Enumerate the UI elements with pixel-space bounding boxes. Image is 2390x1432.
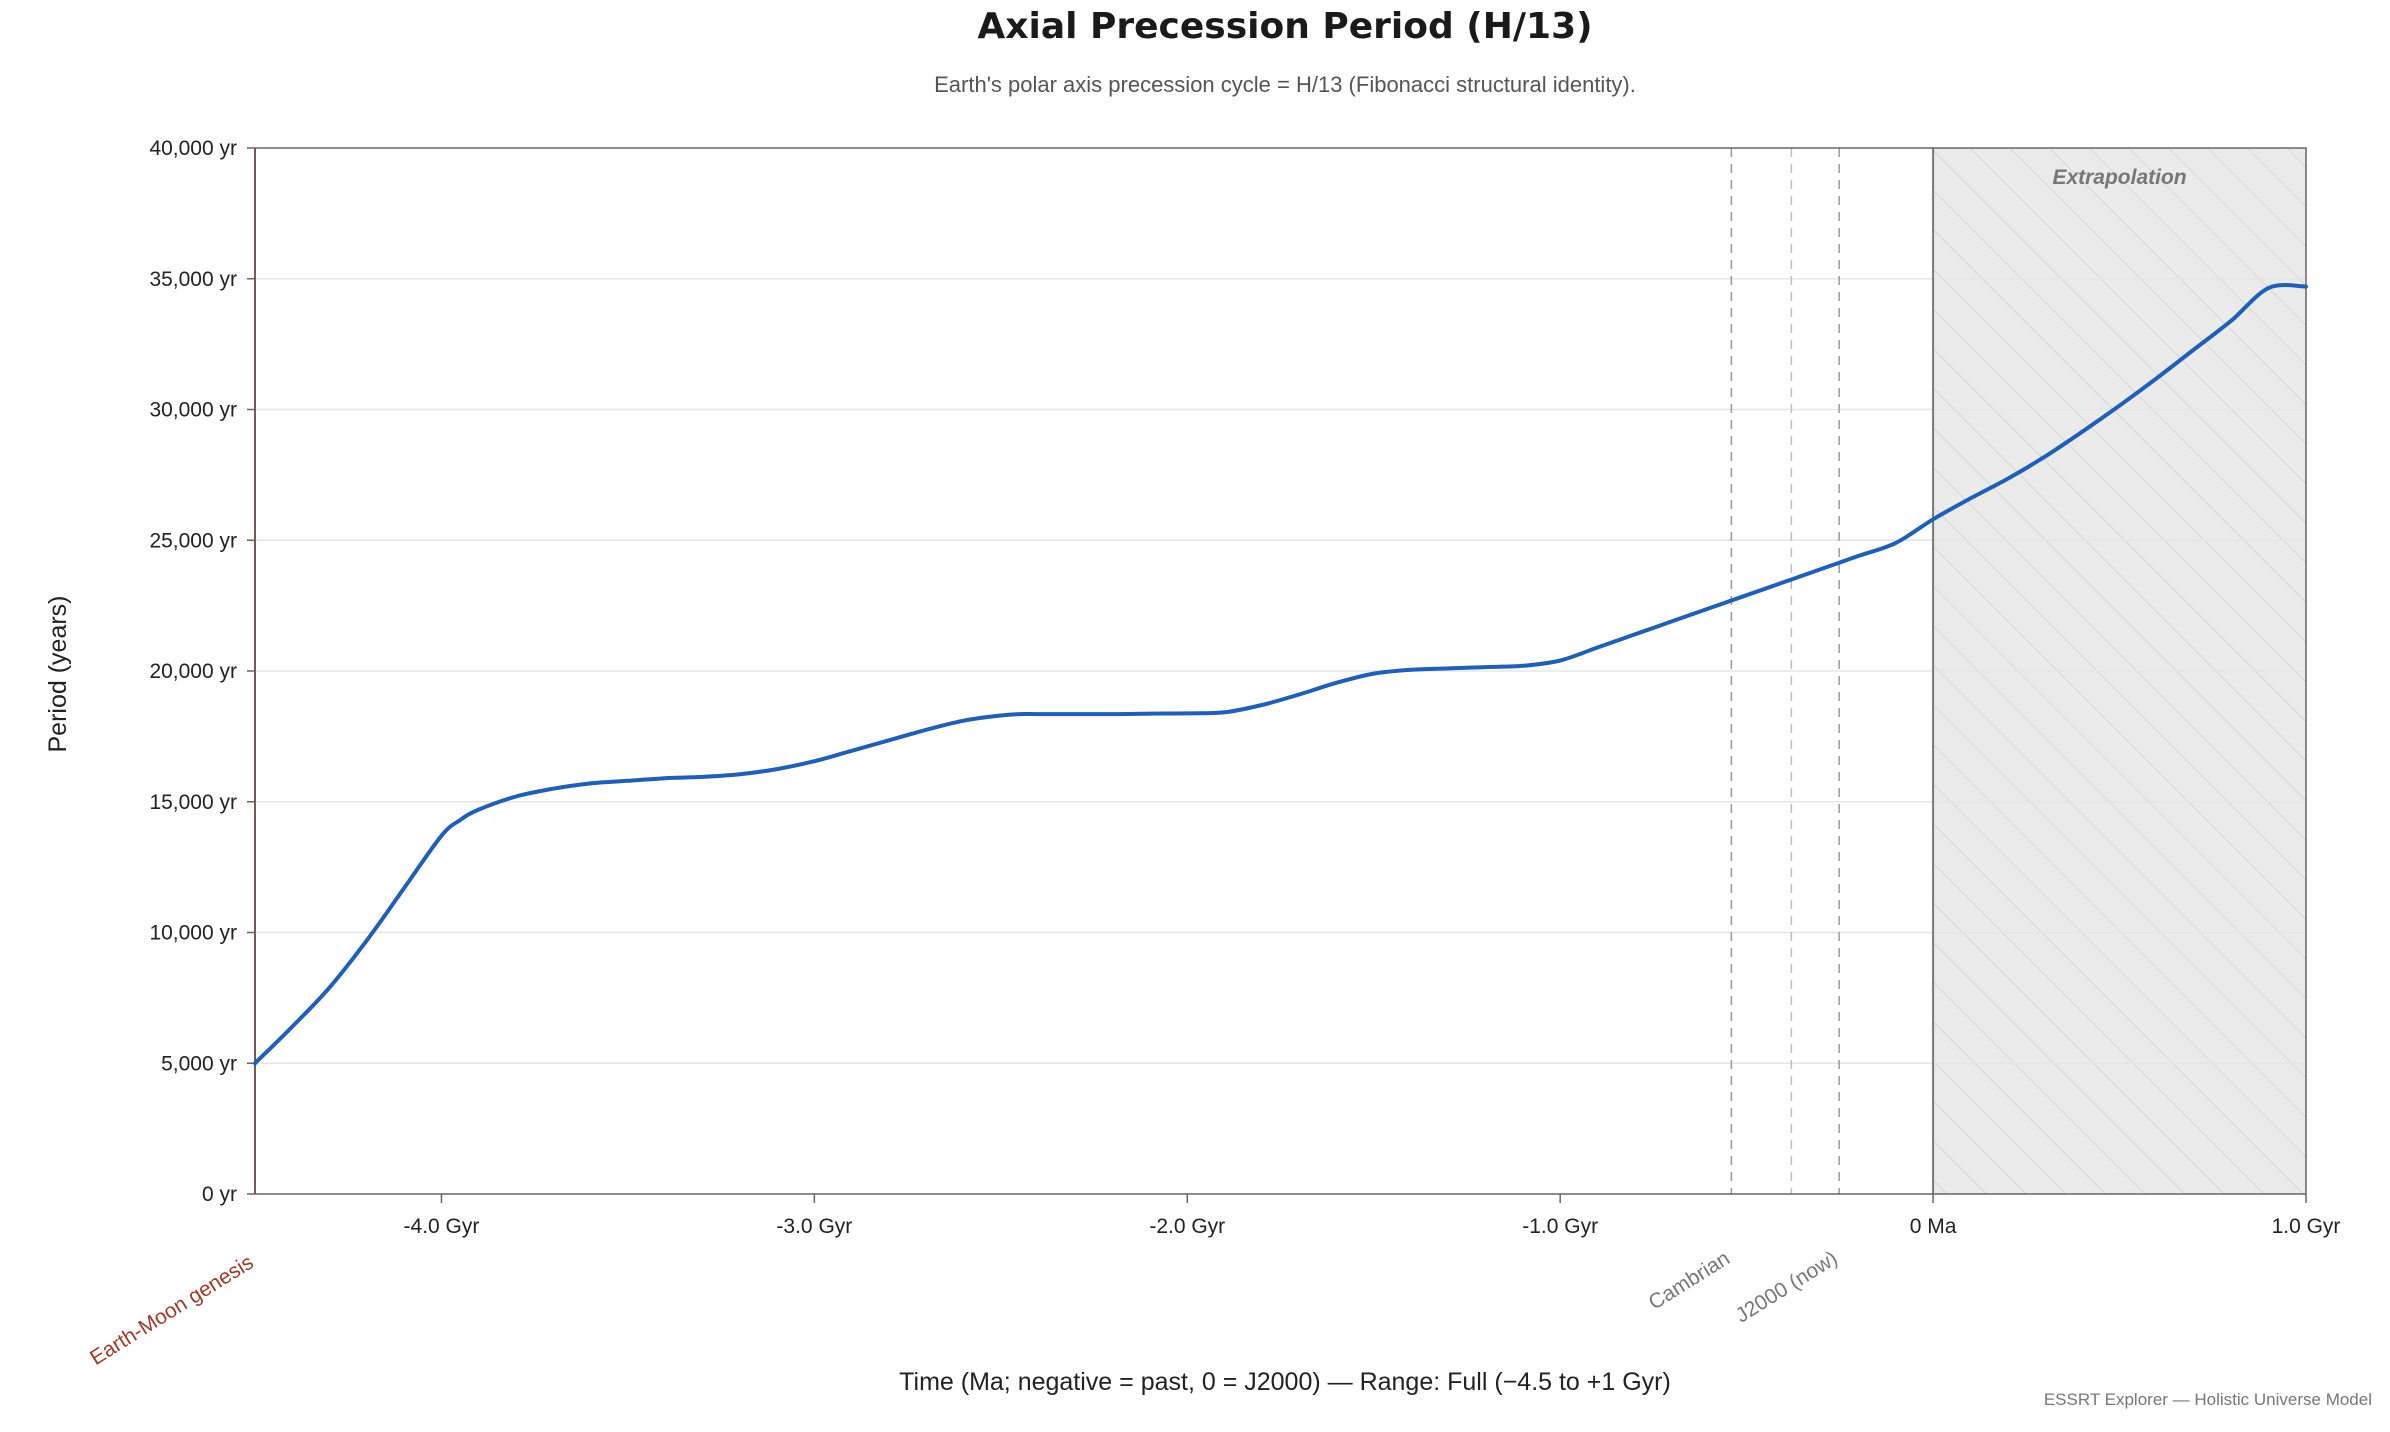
event-label-1: Cambrian <box>1645 1247 1734 1315</box>
extrapolation-label: Extrapolation <box>2052 166 2186 189</box>
y-tick-label-4: 20,000 yr <box>149 660 237 683</box>
chart-title: Axial Precession Period (H/13) <box>977 6 1592 47</box>
x-tick-label-0: -4.0 Gyr <box>404 1215 480 1238</box>
y-tick-label-0: 0 yr <box>202 1183 237 1206</box>
x-tick-label-4: 0 Ma <box>1910 1215 1957 1238</box>
x-tick-label-3: -1.0 Gyr <box>1522 1215 1598 1238</box>
y-tick-label-8: 40,000 yr <box>149 137 237 160</box>
plot-frame <box>254 147 2307 1195</box>
x-tick-label-5: 1.0 Gyr <box>2272 1215 2341 1238</box>
x-tick-label-1: -3.0 Gyr <box>776 1215 852 1238</box>
y-tick-label-3: 15,000 yr <box>149 791 237 814</box>
footer-credit: ESSRT Explorer — Holistic Universe Model <box>2044 1390 2372 1409</box>
x-axis-title: Time (Ma; negative = past, 0 = J2000) — … <box>899 1368 1671 1396</box>
event-label-0: Earth-Moon genesis <box>86 1251 258 1370</box>
chart-subtitle: Earth's polar axis precession cycle = H/… <box>934 72 1636 97</box>
y-tick-label-1: 5,000 yr <box>161 1052 237 1075</box>
y-tick-label-5: 25,000 yr <box>149 529 237 552</box>
y-tick-label-2: 10,000 yr <box>149 922 237 945</box>
plot-area: Extrapolation 0 yr 5,000 yr 10,000 yr 15,000… <box>86 137 2340 1370</box>
series-line-0 <box>253 283 2308 1066</box>
event-label-3: J2000 (now) <box>1732 1247 1842 1328</box>
y-axis-title: Period (years) <box>44 596 72 753</box>
y-tick-label-7: 35,000 yr <box>149 268 237 291</box>
x-tick-label-2: -2.0 Gyr <box>1149 1215 1225 1238</box>
y-tick-label-6: 30,000 yr <box>149 399 237 422</box>
